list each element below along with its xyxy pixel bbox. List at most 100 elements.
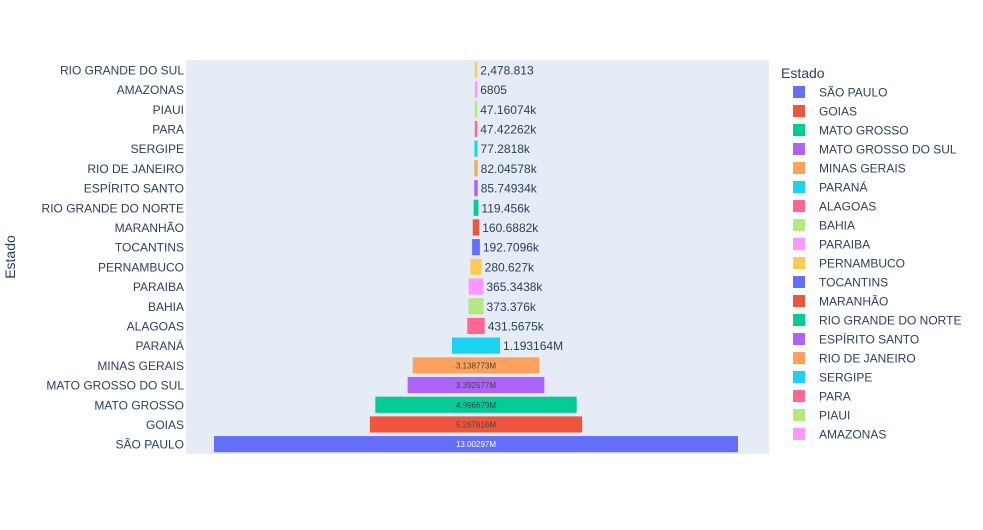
legend-swatch — [793, 105, 805, 117]
bar-maranhao[interactable] — [472, 219, 480, 236]
funnel-bars — [214, 61, 738, 453]
value-label-alagoas: 431.5675k — [488, 319, 545, 333]
value-label-mato-grosso-do-sul: 3.392577M — [456, 381, 496, 390]
legend-item-alagoas[interactable]: ALAGOAS — [793, 200, 876, 214]
legend-label: BAHIA — [819, 219, 855, 233]
bar-para[interactable] — [474, 120, 478, 138]
value-label-minas-gerais: 3.138773M — [456, 361, 496, 370]
legend-label: PARANÁ — [819, 180, 867, 195]
legend-label: RIO DE JANEIRO — [819, 352, 916, 366]
legend-label: AMAZONAS — [819, 428, 886, 442]
legend-swatch — [793, 200, 805, 212]
legend-swatch — [793, 333, 805, 345]
value-label-rio-grande-do-sul: 2,478.813 — [480, 63, 534, 77]
legend-title: Estado — [781, 65, 825, 81]
bar-goias[interactable] — [369, 416, 583, 433]
legend-swatch — [793, 162, 805, 174]
bar-minas-gerais[interactable] — [412, 357, 540, 374]
value-label-espirito-santo: 85.74934k — [481, 182, 538, 196]
legend-label: SÃO PAULO — [819, 86, 887, 100]
value-label-bahia: 373.376k — [487, 300, 537, 314]
value-label-maranhao: 160.6882k — [482, 221, 539, 235]
y-tick-label-mato-grosso-do-sul: MATO GROSSO DO SUL — [46, 379, 184, 393]
value-label-sergipe: 77.2818k — [481, 142, 531, 156]
legend-swatch — [793, 295, 805, 307]
value-label-piaui: 47.16074k — [480, 103, 537, 117]
y-tick-label-sao-paulo: SÃO PAULO — [116, 438, 184, 452]
y-tick-label-rio-grande-do-norte: RIO GRANDE DO NORTE — [42, 201, 184, 215]
bar-amazonas[interactable] — [474, 81, 478, 98]
value-label-parana: 1.193164M — [503, 339, 563, 353]
legend-item-minas-gerais[interactable]: MINAS GERAIS — [793, 162, 906, 176]
value-label-para: 47.42262k — [480, 122, 537, 136]
y-tick-label-pernambuco: PERNAMBUCO — [98, 260, 184, 274]
legend-label: MINAS GERAIS — [819, 162, 906, 176]
bar-bahia[interactable] — [468, 298, 484, 315]
legend-swatch — [793, 86, 805, 98]
legend-item-paraiba[interactable]: PARAIBA — [793, 238, 870, 252]
legend-item-mato-grosso[interactable]: MATO GROSSO — [793, 124, 909, 138]
bar-paraiba[interactable] — [468, 278, 484, 295]
y-tick-labels: SÃO PAULO GOIAS MATO GROSSO MATO GROSSO DO … — [42, 63, 185, 451]
y-tick-label-minas-gerais: MINAS GERAIS — [97, 359, 184, 373]
legend-item-rio-grande-do-norte[interactable]: RIO GRANDE DO NORTE — [793, 314, 961, 328]
bar-piaui[interactable] — [474, 101, 478, 118]
value-labels: 13.00297M 5.267616M 4.996679M 3.392577M 3.13… — [456, 63, 563, 449]
legend-item-para[interactable]: PARA — [793, 390, 851, 404]
bar-sergipe[interactable] — [474, 140, 478, 157]
bar-tocantins[interactable] — [472, 239, 480, 256]
y-tick-label-para: PARA — [152, 122, 184, 136]
legend-swatch — [793, 238, 805, 250]
legend-item-tocantins[interactable]: TOCANTINS — [793, 276, 888, 290]
bar-pernambuco[interactable] — [470, 258, 482, 275]
legend-item-rio-de-janeiro[interactable]: RIO DE JANEIRO — [793, 352, 916, 366]
y-tick-label-rio-grande-do-sul: RIO GRANDE DO SUL — [60, 63, 184, 77]
legend-label: ESPÍRITO SANTO — [819, 332, 919, 347]
legend-label: PERNAMBUCO — [819, 257, 905, 271]
legend-swatch — [793, 143, 805, 155]
legend-item-pernambuco[interactable]: PERNAMBUCO — [793, 257, 905, 271]
legend-item-mato-grosso-do-sul[interactable]: MATO GROSSO DO SUL — [793, 143, 957, 157]
legend-swatch — [793, 371, 805, 383]
bar-parana[interactable] — [451, 337, 501, 354]
legend-swatch — [793, 276, 805, 288]
bar-rio-grande-do-norte[interactable] — [473, 199, 479, 216]
legend-label: PARA — [819, 390, 851, 404]
legend-item-amazonas[interactable]: AMAZONAS — [793, 428, 886, 442]
bar-alagoas[interactable] — [467, 317, 485, 335]
value-label-rio-de-janeiro: 82.04578k — [481, 162, 538, 176]
legend-item-piaui[interactable]: PIAUI — [793, 409, 850, 423]
y-tick-label-parana: PARANÁ — [136, 338, 184, 353]
legend-label: ALAGOAS — [819, 200, 876, 214]
y-tick-label-goias: GOIAS — [146, 418, 184, 432]
legend-item-espirito-santo[interactable]: ESPÍRITO SANTO — [793, 332, 919, 347]
legend-swatch — [793, 314, 805, 326]
bar-rio-de-janeiro[interactable] — [474, 160, 478, 177]
bar-sao-paulo[interactable] — [214, 436, 738, 453]
bar-mato-grosso-do-sul[interactable] — [407, 376, 545, 394]
legend-label: TOCANTINS — [819, 276, 888, 290]
legend-swatch — [793, 409, 805, 421]
legend-label: MATO GROSSO — [819, 124, 909, 138]
legend-label: RIO GRANDE DO NORTE — [819, 314, 961, 328]
legend-item-bahia[interactable]: BAHIA — [793, 219, 855, 233]
legend[interactable]: Estado SÃO PAULO GOIAS MATO GROSSO MATO GRO… — [781, 65, 961, 442]
legend-item-maranhao[interactable]: MARANHÃO — [793, 295, 888, 309]
y-tick-label-bahia: BAHIA — [148, 300, 184, 314]
legend-item-sao-paulo[interactable]: SÃO PAULO — [793, 86, 887, 100]
bar-mato-grosso[interactable] — [375, 396, 577, 413]
legend-label: MATO GROSSO DO SUL — [819, 143, 957, 157]
value-label-amazonas: 6805 — [480, 83, 507, 97]
y-tick-label-sergipe: SERGIPE — [131, 142, 184, 156]
legend-swatch — [793, 257, 805, 269]
legend-item-parana[interactable]: PARANÁ — [793, 180, 867, 195]
legend-swatch — [793, 219, 805, 231]
bar-rio-grande-do-sul[interactable] — [474, 61, 478, 78]
bar-espirito-santo[interactable] — [474, 179, 478, 197]
value-label-goias: 5.267616M — [456, 420, 496, 429]
legend-item-sergipe[interactable]: SERGIPE — [793, 371, 872, 385]
y-tick-label-amazonas: AMAZONAS — [117, 83, 184, 97]
legend-swatch — [793, 428, 805, 440]
legend-item-goias[interactable]: GOIAS — [793, 105, 857, 119]
